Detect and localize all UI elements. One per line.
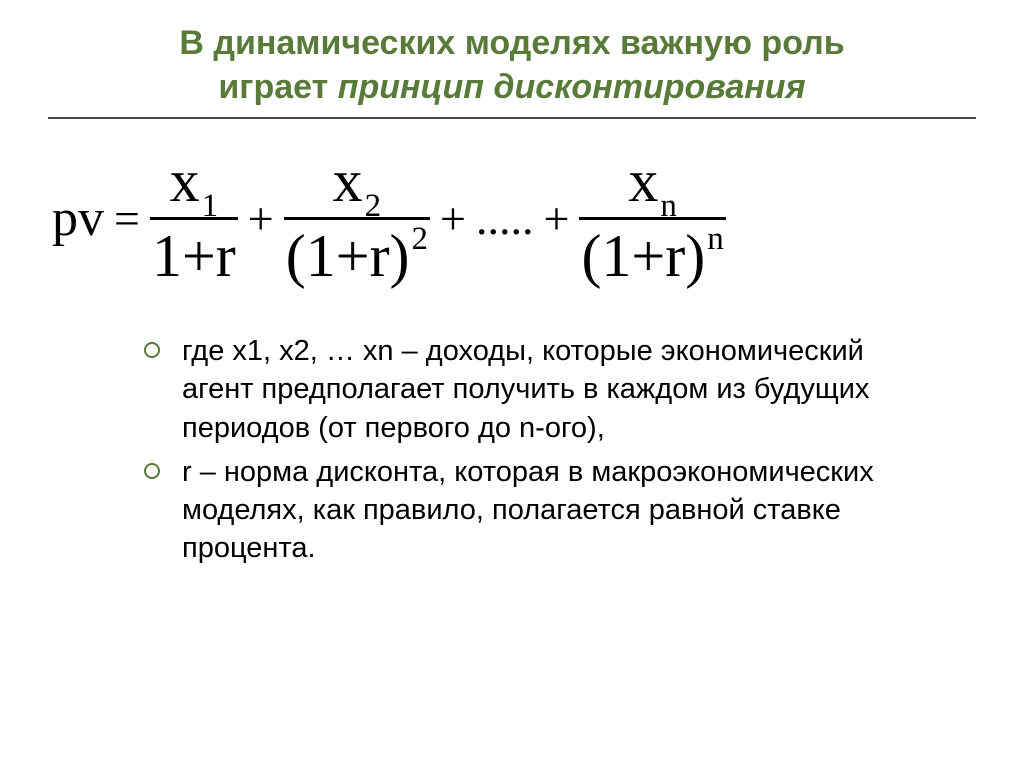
paren-r: ) [685, 226, 705, 286]
den-plus: + [336, 226, 370, 286]
title-line-2: играет принцип дисконтирования [48, 66, 976, 110]
term-n-denominator: (1+r)n [579, 220, 725, 292]
term-n-numerator: xn [626, 145, 679, 217]
term-2-denominator: (1+r)2 [284, 220, 430, 292]
list-item: где х1, х2, … хn – доходы, которые эконо… [144, 332, 928, 447]
plus-sign: + [440, 192, 466, 245]
term-2-numerator: x2 [331, 145, 384, 217]
num-sub: 1 [200, 190, 219, 223]
paren-l: ( [581, 226, 601, 286]
num-sub: n [658, 190, 677, 223]
list-item-text: где х1, х2, … хn – доходы, которые эконо… [182, 332, 928, 447]
num-var: x [628, 151, 658, 211]
plus-sign: + [543, 192, 569, 245]
equals-sign: = [114, 192, 140, 245]
title-underline [48, 117, 976, 119]
pv-formula: pv = x1 1+r + x2 (1+r)2 + ..... + [48, 145, 976, 292]
den-plus: + [631, 226, 665, 286]
den-base: 1 [601, 226, 631, 286]
num-var: x [333, 151, 363, 211]
slide-title: В динамических моделях важную роль играе… [48, 22, 976, 109]
list-item-text: r – норма дисконта, которая в макроэконо… [182, 453, 928, 568]
title-line-1: В динамических моделях важную роль [48, 22, 976, 66]
term-1-denominator: 1+r [150, 220, 238, 292]
den-var: r [665, 226, 685, 286]
term-1-numerator: x1 [168, 145, 221, 217]
den-exp: 2 [410, 223, 429, 256]
title-line-2-plain: играет [218, 68, 337, 106]
den-base: 1 [152, 226, 182, 286]
formula-term-1: x1 1+r [150, 145, 238, 292]
paren-r: ) [390, 226, 410, 286]
bullet-list: где х1, х2, … хn – доходы, которые эконо… [144, 332, 928, 568]
den-var: r [216, 226, 236, 286]
num-var: x [170, 151, 200, 211]
list-item: r – норма дисконта, которая в макроэконо… [144, 453, 928, 568]
hollow-circle-bullet-icon [144, 463, 160, 479]
ellipsis: ..... [476, 192, 534, 245]
formula-lhs: pv [52, 189, 104, 248]
hollow-circle-bullet-icon [144, 342, 160, 358]
formula-term-n: xn (1+r)n [579, 145, 725, 292]
formula-term-2: x2 (1+r)2 [284, 145, 430, 292]
title-line-2-em: принцип дисконтирования [338, 68, 806, 106]
den-exp: n [705, 223, 724, 256]
den-var: r [370, 226, 390, 286]
num-sub: 2 [363, 190, 382, 223]
den-plus: + [182, 226, 216, 286]
plus-sign: + [248, 192, 274, 245]
slide: В динамических моделях важную роль играе… [0, 0, 1024, 767]
den-base: 1 [306, 226, 336, 286]
paren-l: ( [286, 226, 306, 286]
